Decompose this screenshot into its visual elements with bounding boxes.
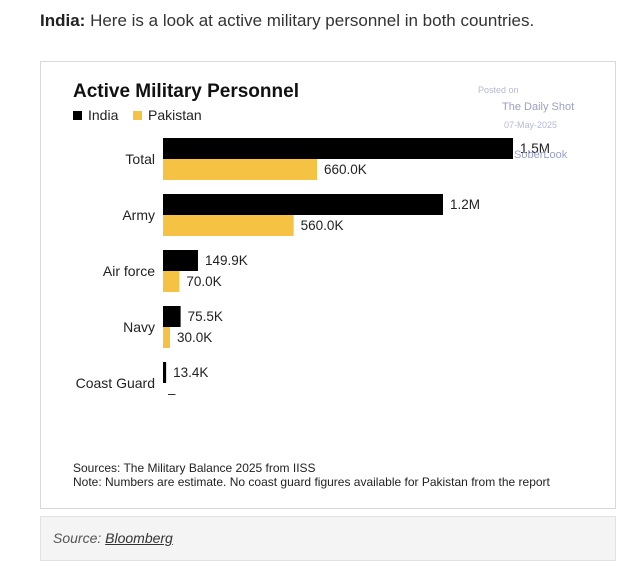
legend-swatch-india — [73, 111, 82, 120]
legend: India Pakistan — [73, 107, 202, 123]
bar-chart: Active Military Personnel India Pakistan… — [73, 81, 574, 489]
bar-pakistan-navy — [163, 327, 170, 348]
watermark-posted-on: Posted on — [478, 85, 519, 95]
value-label-pakistan-army: 560.0K — [301, 218, 344, 233]
bar-pakistan-army — [163, 215, 294, 236]
bar-pakistan-air-force — [163, 271, 180, 292]
category-label-coast-guard: Coast Guard — [76, 375, 155, 391]
bloomberg-link[interactable]: Bloomberg — [105, 530, 173, 546]
watermark: Posted on The Daily Shot 07-May-2025 — [478, 85, 574, 130]
caption-prefix: Source: — [53, 530, 106, 546]
category-label-army: Army — [122, 207, 155, 223]
value-label-pakistan-total: 660.0K — [324, 162, 367, 177]
note-line: Note: Numbers are estimate. No coast gua… — [73, 475, 551, 489]
value-label-india-navy: 75.5K — [188, 309, 223, 324]
figure-caption: Source: Bloomberg — [53, 530, 173, 546]
chart-figure: Active Military Personnel India Pakistan… — [40, 61, 616, 509]
caption-box: Source: Bloomberg — [40, 516, 616, 561]
chart-title: Active Military Personnel — [73, 81, 299, 102]
bar-india-total — [163, 138, 513, 159]
category-label-navy: Navy — [123, 319, 155, 335]
bar-india-air-force — [163, 250, 198, 271]
sources-block: Sources: The Military Balance 2025 from … — [73, 461, 551, 489]
category-label-air-force: Air force — [103, 263, 155, 279]
category-label-total: Total — [125, 151, 155, 167]
bars-group: Total 1.5M 660.0K Army 1.2M 560.0K Air force 14… — [76, 138, 550, 401]
legend-swatch-pakistan — [133, 111, 142, 120]
legend-label-india: India — [88, 107, 119, 123]
legend-label-pakistan: Pakistan — [148, 107, 202, 123]
bar-india-army — [163, 194, 443, 215]
watermark-soberlook: SoberLook — [514, 149, 568, 161]
watermark-date: 07-May-2025 — [504, 120, 557, 130]
watermark-daily-shot: The Daily Shot — [502, 101, 574, 113]
bar-india-navy — [163, 306, 181, 327]
value-label-india-total: 1.5M — [520, 141, 550, 156]
value-label-pakistan-navy: 30.0K — [177, 330, 212, 345]
value-label-india-army: 1.2M — [450, 197, 480, 212]
value-label-pakistan-coast-guard: – — [168, 386, 176, 401]
value-label-india-air-force: 149.9K — [205, 253, 248, 268]
value-label-india-coast-guard: 13.4K — [173, 365, 208, 380]
intro-lead: India: — [40, 11, 86, 30]
bar-india-coast-guard — [163, 362, 167, 383]
bar-pakistan-total — [163, 159, 317, 180]
value-label-pakistan-air-force: 70.0K — [186, 274, 221, 289]
intro-paragraph: India: Here is a look at active military… — [40, 10, 534, 32]
intro-text: Here is a look at active military person… — [85, 11, 535, 30]
source-line: Sources: The Military Balance 2025 from … — [73, 461, 316, 475]
